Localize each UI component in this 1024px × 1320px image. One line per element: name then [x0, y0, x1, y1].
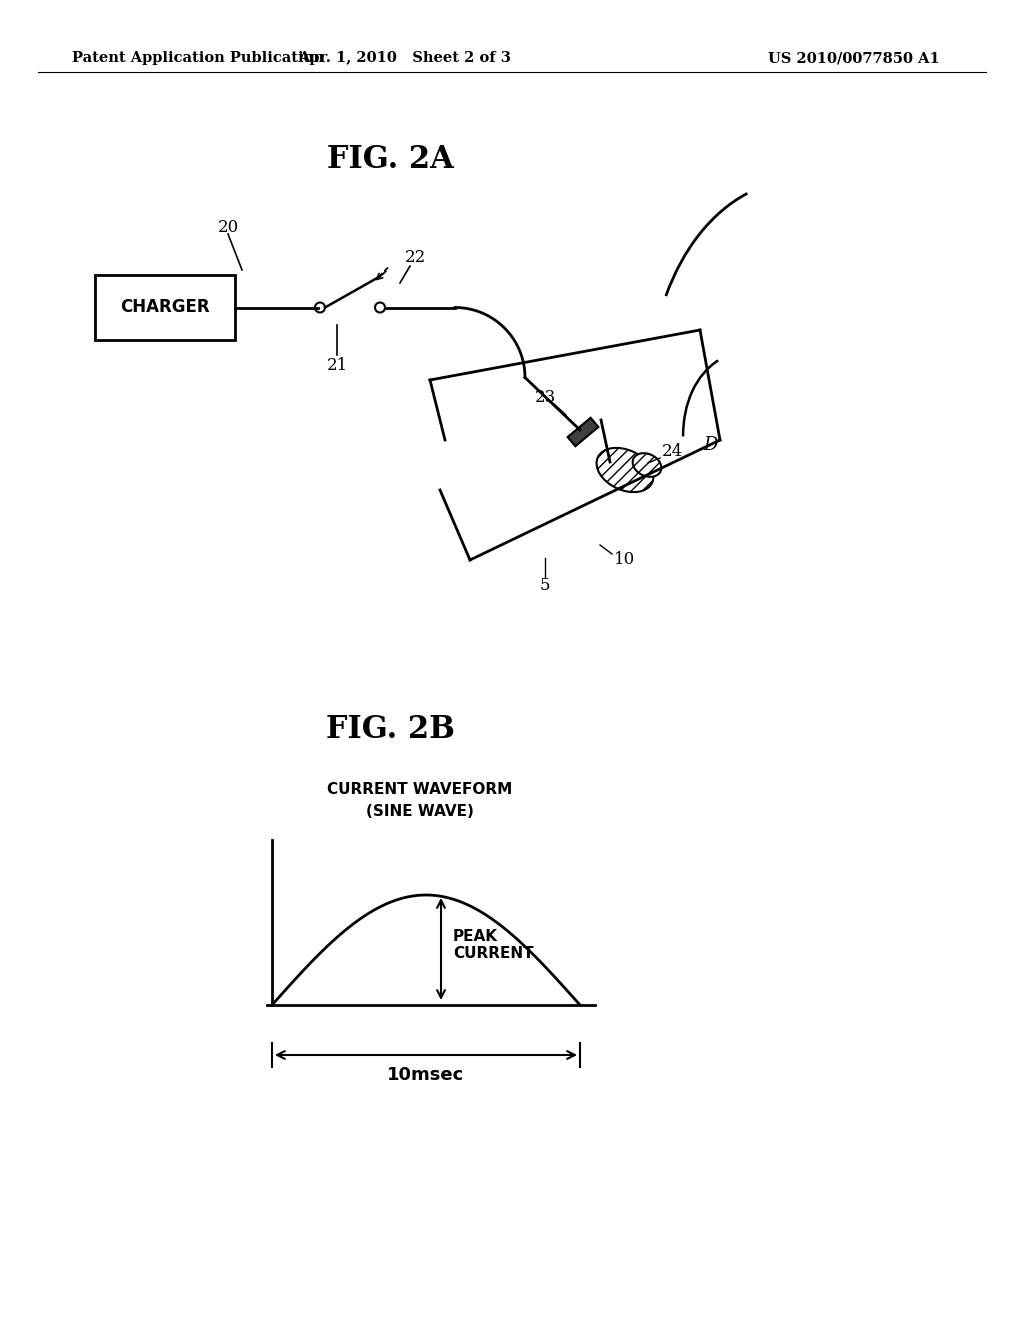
Text: 24: 24 — [662, 444, 683, 461]
Ellipse shape — [597, 447, 653, 492]
Text: 22: 22 — [404, 249, 426, 267]
Text: Patent Application Publication: Patent Application Publication — [72, 51, 324, 65]
Text: 10msec: 10msec — [387, 1067, 465, 1084]
Text: FIG. 2B: FIG. 2B — [326, 714, 455, 746]
Text: 20: 20 — [217, 219, 239, 236]
Text: CHARGER: CHARGER — [120, 298, 210, 317]
Text: Apr. 1, 2010   Sheet 2 of 3: Apr. 1, 2010 Sheet 2 of 3 — [299, 51, 511, 65]
Text: US 2010/0077850 A1: US 2010/0077850 A1 — [768, 51, 940, 65]
Text: D: D — [702, 436, 717, 454]
Text: 23: 23 — [535, 389, 556, 407]
Text: PEAK
CURRENT: PEAK CURRENT — [453, 929, 534, 961]
Text: CURRENT WAVEFORM: CURRENT WAVEFORM — [328, 783, 513, 797]
Bar — [95, 275, 234, 341]
Text: FIG. 2A: FIG. 2A — [327, 144, 454, 176]
Ellipse shape — [633, 453, 662, 477]
Polygon shape — [567, 417, 598, 446]
Text: 21: 21 — [327, 356, 347, 374]
Text: 10: 10 — [614, 552, 636, 569]
Text: 5: 5 — [540, 577, 550, 594]
Text: (SINE WAVE): (SINE WAVE) — [366, 804, 474, 820]
